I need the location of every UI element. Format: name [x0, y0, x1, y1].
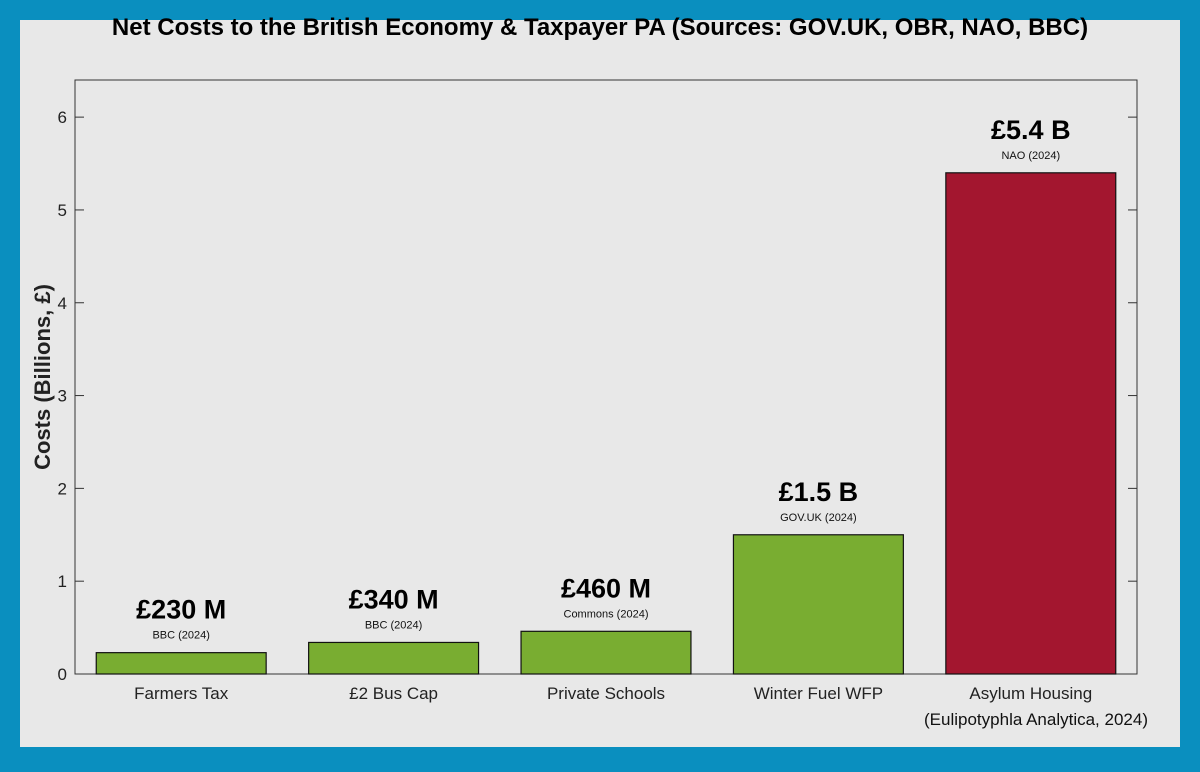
bar	[945, 172, 1117, 675]
bar	[520, 630, 692, 675]
y-tick-label: 4	[58, 294, 67, 313]
source-label: NAO (2024)	[1001, 150, 1060, 162]
source-label: GOV.UK (2024)	[780, 512, 857, 524]
bar	[308, 641, 480, 675]
y-tick-label: 6	[58, 108, 67, 127]
data-label: £1.5 B	[779, 477, 859, 507]
y-tick-label: 0	[58, 665, 67, 684]
bar	[732, 534, 904, 675]
x-tick-label: Private Schools	[547, 684, 665, 703]
y-axis-label: Costs (Billions, £)	[30, 284, 55, 470]
y-tick-label: 3	[58, 387, 67, 406]
data-label: £230 M	[136, 595, 226, 625]
source-label: BBC (2024)	[152, 630, 209, 642]
source-label: Commons (2024)	[564, 608, 649, 620]
source-label: BBC (2024)	[365, 619, 422, 631]
y-tick-label: 1	[58, 572, 67, 591]
x-tick-label: £2 Bus Cap	[349, 684, 438, 703]
chart-title: Net Costs to the British Economy & Taxpa…	[111, 14, 1089, 41]
x-tick-label: Farmers Tax	[134, 684, 229, 703]
x-tick-label: Winter Fuel WFP	[754, 684, 883, 703]
data-label: £460 M	[561, 573, 651, 603]
y-tick-label: 5	[58, 201, 67, 220]
x-tick-label: Asylum Housing	[969, 684, 1092, 703]
data-label: £340 M	[349, 584, 439, 614]
data-label: £5.4 B	[991, 115, 1071, 145]
bar	[95, 652, 267, 675]
y-tick-label: 2	[58, 479, 67, 498]
footnote: (Eulipotyphla Analytica, 2024)	[924, 710, 1148, 729]
